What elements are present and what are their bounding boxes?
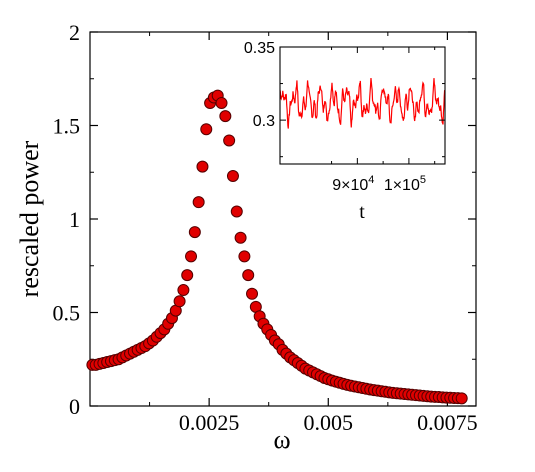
data-point: [196, 160, 209, 173]
data-point: [181, 269, 194, 282]
data-point: [188, 226, 201, 239]
data-point: [200, 123, 213, 136]
data-point: [230, 205, 243, 218]
main-data-points: [86, 89, 468, 405]
data-point: [242, 269, 255, 282]
inset-series-line: [279, 78, 446, 129]
y-tick-label: 1: [69, 207, 80, 232]
x-tick-label: 0.005: [304, 410, 354, 435]
inset-x-axis-label: t: [359, 201, 365, 223]
x-axis-label: ω: [273, 425, 290, 454]
y-axis-label: rescaled power: [15, 140, 44, 297]
data-point: [192, 196, 205, 209]
data-point: [455, 392, 468, 405]
y-tick-label: 2: [69, 20, 80, 45]
data-point: [223, 134, 236, 147]
inset-y-tick-label: 0.35: [244, 40, 275, 57]
main-tick-labels: 0.0025 0.005 0.0075 0 0.5 1 1.5 2: [53, 20, 478, 435]
x-tick-label: 0.0025: [179, 410, 240, 435]
data-point: [177, 284, 190, 297]
inset-y-tick-label: 0.3: [253, 113, 275, 130]
inset-axis-ticks: [280, 46, 445, 164]
data-point: [185, 250, 198, 263]
x-tick-label: 0.0075: [417, 410, 478, 435]
inset-tick-labels: 0.3 0.35 9×104 1×105: [244, 40, 426, 194]
y-tick-label: 0.5: [53, 301, 81, 326]
inset-x-tick-label: 9×104: [332, 174, 374, 194]
main-axis-ticks: [90, 31, 476, 407]
data-point: [219, 110, 232, 123]
inset-plot-frame: [279, 46, 446, 165]
data-point: [238, 250, 251, 263]
data-point: [215, 97, 228, 110]
y-tick-label: 1.5: [53, 114, 81, 139]
data-point: [226, 169, 239, 182]
data-point: [246, 287, 259, 300]
data-point: [234, 231, 247, 244]
data-point: [173, 295, 186, 308]
y-tick-label: 0: [69, 394, 80, 419]
inset-x-tick-label: 1×105: [384, 174, 426, 194]
